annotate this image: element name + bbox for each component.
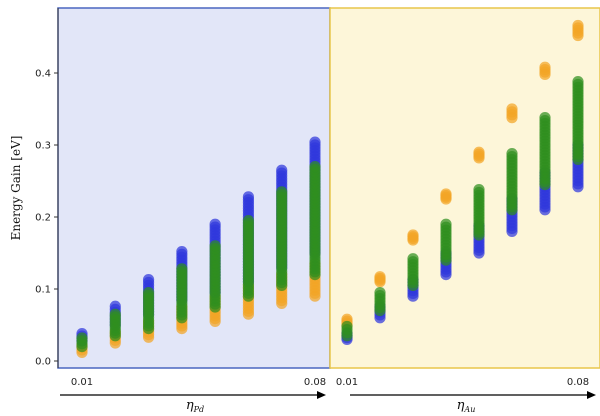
data-point-green	[506, 148, 518, 160]
y-axis-title: Energy Gain [eV]	[9, 136, 23, 241]
data-point-green	[109, 308, 121, 320]
left-x-end-label: 0.08	[304, 377, 326, 388]
panel-right-background	[329, 7, 600, 369]
right-x-arrowhead	[587, 391, 596, 399]
data-point-blue	[176, 245, 188, 258]
data-point-green	[374, 287, 386, 299]
data-point-green	[341, 320, 353, 333]
data-point-orange	[506, 103, 518, 115]
y-tick-label: 0.4	[35, 69, 51, 80]
data-point-green	[440, 218, 452, 230]
right-x-axis-title: ηAu	[457, 398, 476, 414]
right-x-axis-subscript: Au	[463, 405, 475, 414]
data-point-green	[142, 287, 155, 299]
data-point-orange	[374, 271, 386, 283]
data-point-blue	[242, 191, 255, 203]
right-x-axis-symbol: η	[457, 398, 465, 413]
data-point-green	[572, 76, 584, 88]
left-x-axis-subscript: Pd	[193, 405, 205, 414]
data-point-green	[276, 186, 288, 198]
right-x-end-label: 0.08	[567, 377, 589, 388]
data-point-green	[176, 263, 188, 275]
data-point-orange	[539, 61, 551, 73]
y-axis-ticks: 0.0 0.1 0.2 0.3 0.4	[35, 69, 58, 368]
data-point-green	[76, 332, 88, 344]
y-tick-label: 0.3	[35, 141, 51, 152]
data-point-orange	[572, 19, 584, 32]
data-point-orange	[473, 146, 485, 158]
left-x-axis-symbol: η	[186, 398, 194, 413]
y-tick-label: 0.1	[35, 285, 51, 296]
data-point-blue	[109, 300, 121, 312]
x-axis-annotations: 0.01 0.08 0.01 0.08 ηPd ηAu	[60, 377, 596, 414]
data-point-green	[242, 215, 255, 227]
data-point-green	[539, 112, 551, 124]
data-point-green	[309, 161, 321, 173]
data-point-blue	[142, 274, 155, 286]
right-x-start-label: 0.01	[336, 377, 358, 388]
scatter-points	[76, 19, 584, 358]
left-x-start-label: 0.01	[71, 377, 93, 388]
left-x-arrowhead	[317, 391, 326, 399]
data-point-orange	[407, 229, 419, 241]
y-tick-label: 0.0	[35, 357, 51, 368]
data-point-orange	[440, 188, 452, 200]
data-point-green	[473, 184, 485, 196]
left-x-axis-title: ηPd	[186, 398, 204, 414]
panel-left-background	[57, 7, 331, 369]
data-point-blue	[309, 136, 321, 148]
data-point-blue	[209, 218, 221, 230]
data-point-green	[407, 253, 419, 265]
y-tick-label: 0.2	[35, 213, 51, 224]
data-point-blue	[276, 164, 288, 176]
data-point-green	[209, 240, 221, 252]
